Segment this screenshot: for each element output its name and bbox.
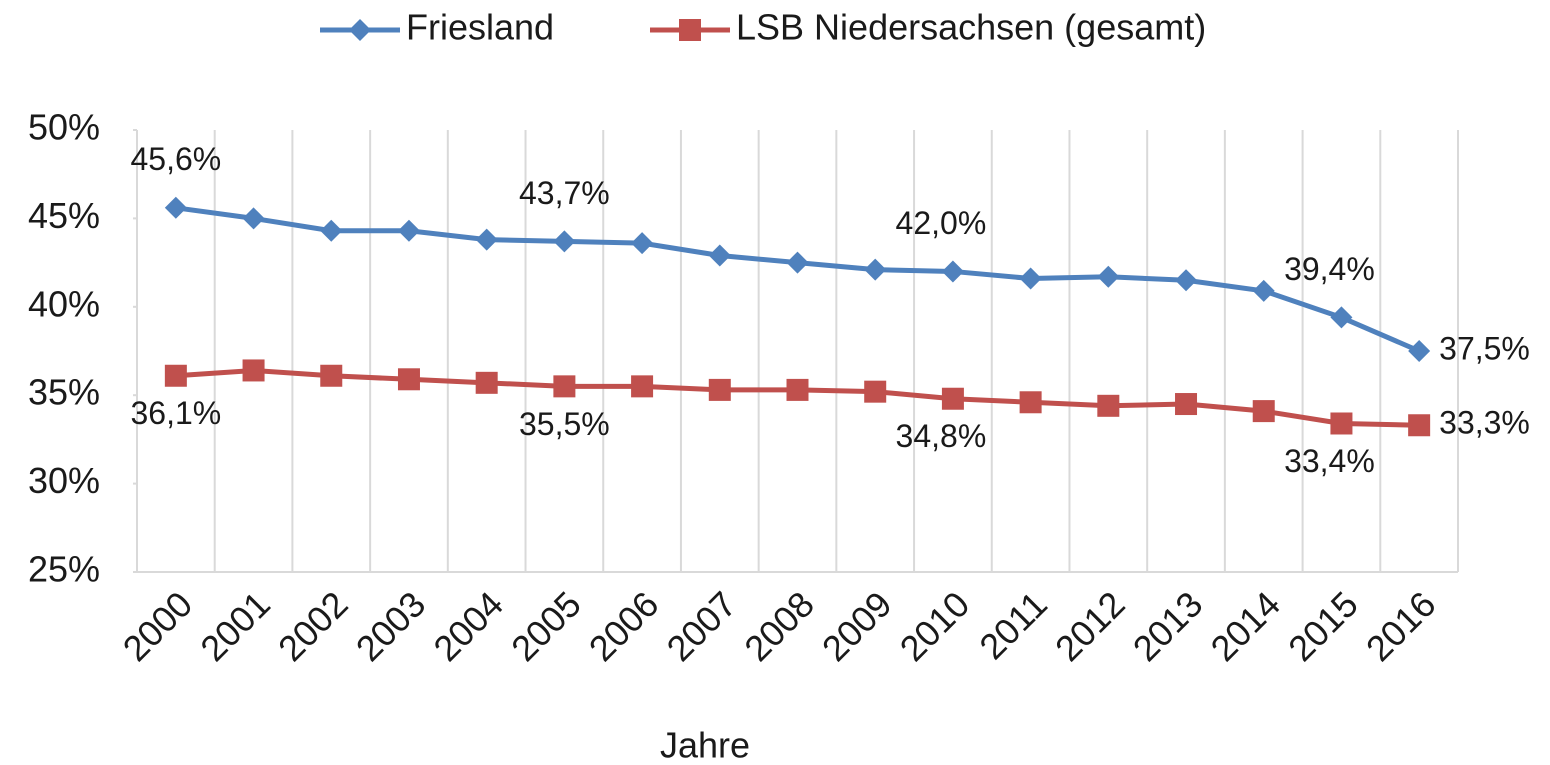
x-tick-label: 2001 — [192, 583, 278, 669]
point — [1252, 400, 1275, 423]
point — [320, 364, 343, 387]
x-tick-label: 2015 — [1280, 583, 1366, 669]
x-tick-label: 2003 — [348, 583, 434, 669]
x-tick-label: 2012 — [1047, 583, 1133, 669]
point — [708, 378, 731, 401]
point — [320, 219, 343, 242]
data-label: 36,1% — [130, 395, 221, 431]
point — [553, 375, 576, 398]
legend-label: Friesland — [406, 7, 554, 48]
y-tick-label: 35% — [28, 372, 100, 413]
point — [786, 251, 809, 274]
data-label: 33,4% — [1284, 443, 1375, 479]
data-label: 39,4% — [1284, 251, 1375, 287]
x-axis-title: Jahre — [660, 725, 750, 765]
point — [1252, 279, 1275, 302]
point — [1019, 267, 1042, 290]
point — [1330, 306, 1353, 329]
x-tick-label: 2006 — [581, 583, 667, 669]
point — [1175, 393, 1198, 416]
point — [1330, 412, 1353, 435]
x-tick-label: 2005 — [503, 583, 589, 669]
x-tick-label: 2008 — [736, 583, 822, 669]
point — [164, 364, 187, 387]
point — [1408, 414, 1431, 437]
point — [1019, 391, 1042, 414]
point — [786, 378, 809, 401]
point — [397, 219, 420, 242]
series-line — [175, 205, 1421, 354]
legend-label: LSB Niedersachsen (gesamt) — [736, 7, 1206, 48]
x-tick-label: 2007 — [659, 583, 745, 669]
data-label: 35,5% — [519, 406, 610, 442]
y-tick-label: 40% — [28, 283, 100, 324]
point — [941, 260, 964, 283]
point — [1175, 269, 1198, 292]
y-tick-label: 50% — [28, 107, 100, 148]
y-tick-label: 25% — [28, 549, 100, 590]
legend-marker — [679, 19, 701, 41]
x-tick-label: 2009 — [814, 583, 900, 669]
y-tick-label: 45% — [28, 195, 100, 236]
point — [864, 380, 887, 403]
x-tick-label: 2002 — [270, 583, 356, 669]
x-tick-label: 2004 — [425, 583, 511, 669]
point — [631, 232, 654, 255]
x-tick-label: 2013 — [1125, 583, 1211, 669]
point — [864, 258, 887, 281]
data-label: 42,0% — [896, 205, 987, 241]
point — [475, 228, 498, 251]
x-tick-label: 2011 — [971, 583, 1055, 667]
point — [553, 230, 576, 253]
data-label: 37,5% — [1439, 330, 1530, 366]
point — [1097, 394, 1120, 417]
legend-marker — [349, 19, 371, 41]
x-tick-label: 2000 — [115, 583, 201, 669]
data-label: 34,8% — [896, 418, 987, 454]
point — [242, 207, 265, 230]
point — [1408, 340, 1431, 362]
data-label: 43,7% — [519, 175, 610, 211]
x-tick-label: 2016 — [1358, 583, 1444, 669]
point — [708, 244, 731, 267]
point — [397, 368, 420, 391]
x-tick-label: 2014 — [1202, 583, 1288, 669]
point — [941, 387, 964, 410]
data-label: 33,3% — [1439, 405, 1530, 441]
x-tick-label: 2010 — [892, 583, 978, 669]
point — [164, 196, 187, 219]
y-tick-label: 30% — [28, 460, 100, 501]
data-label: 45,6% — [130, 141, 221, 177]
point — [631, 375, 654, 398]
point — [242, 359, 265, 382]
point — [1097, 265, 1120, 288]
point — [475, 371, 498, 394]
